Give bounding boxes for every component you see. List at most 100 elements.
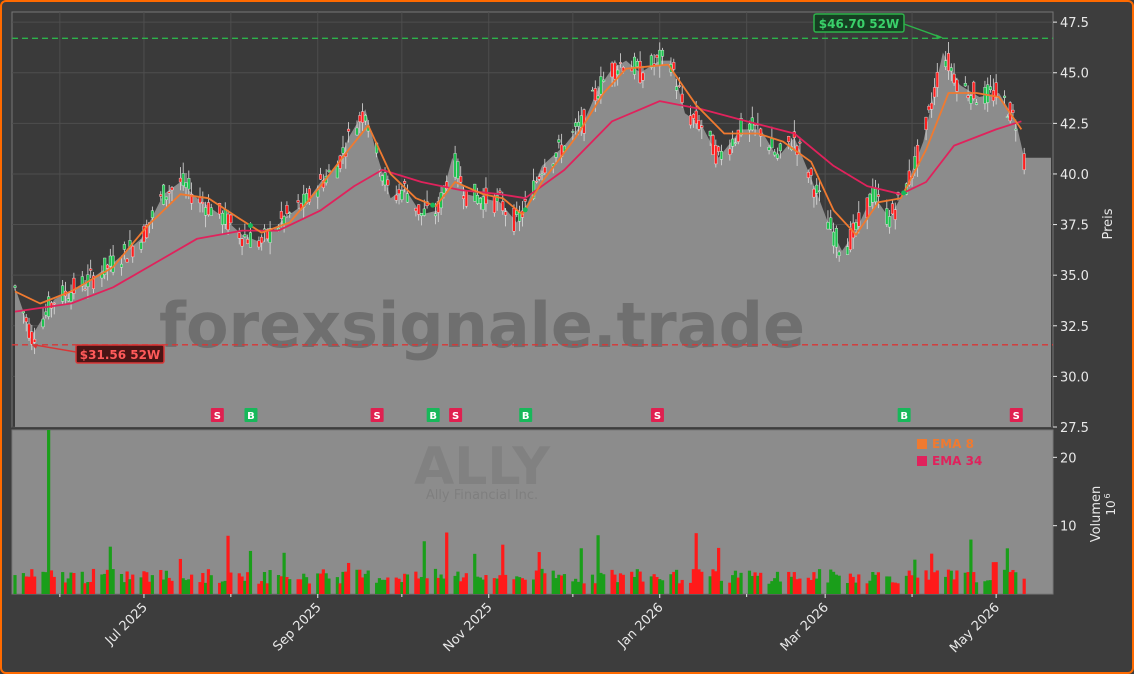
- volume-bar: [571, 581, 575, 594]
- candle-body: [164, 196, 168, 200]
- candle-body: [386, 179, 390, 186]
- volume-bar: [736, 577, 740, 594]
- candle-body: [848, 229, 852, 250]
- candle-body: [476, 195, 480, 204]
- volume-bar: [170, 580, 174, 594]
- candle-body: [260, 236, 264, 244]
- volume-bar: [498, 575, 502, 594]
- volume-bar: [649, 576, 653, 594]
- volume-bar: [697, 569, 701, 594]
- volume-bar: [994, 562, 998, 594]
- volume-bar: [89, 581, 93, 594]
- price-ylabel: Preis: [1101, 208, 1116, 239]
- candle-body: [108, 255, 112, 267]
- volume-bar: [907, 570, 911, 594]
- volume-bar: [257, 583, 261, 594]
- volume-bar: [318, 573, 323, 594]
- candle-body: [41, 318, 45, 328]
- volume-bar: [888, 576, 892, 594]
- candle-body: [649, 55, 653, 68]
- candle-body: [159, 194, 163, 197]
- candle-body: [89, 268, 93, 271]
- volume-bar: [728, 582, 732, 594]
- volume-bar: [512, 579, 516, 594]
- volume-bar: [204, 582, 208, 594]
- volume-bar: [150, 575, 154, 594]
- candle-body: [876, 194, 880, 197]
- watermark-text: forexsignale.trade: [159, 289, 805, 362]
- candle-body: [394, 194, 398, 201]
- volume-bars-group: [13, 430, 1026, 594]
- volume-bar: [61, 572, 65, 594]
- volume-bar: [773, 578, 777, 594]
- candle-body: [327, 169, 331, 173]
- volume-bar: [262, 572, 267, 594]
- candle-body: [694, 110, 698, 124]
- low-52w-label-box: [75, 344, 165, 364]
- candle-body: [986, 84, 990, 103]
- volume-bar: [338, 583, 342, 594]
- volume-bar: [403, 573, 407, 594]
- volume-bar: [778, 581, 782, 594]
- volume-bar: [461, 577, 466, 594]
- volume-bar: [792, 572, 796, 594]
- volume-bar: [41, 571, 45, 594]
- candle-body: [697, 120, 701, 130]
- candle-body: [13, 285, 17, 288]
- volume-bar: [119, 573, 124, 594]
- candle-body: [24, 317, 28, 323]
- candle-body: [414, 207, 418, 212]
- candle-body: [355, 127, 359, 136]
- volume-bar: [834, 574, 838, 594]
- candle-body: [72, 277, 76, 294]
- volume-bar: [1005, 548, 1009, 594]
- volume-bar: [44, 572, 48, 594]
- volume-bar: [733, 570, 738, 594]
- signal-badge-S: [370, 408, 384, 422]
- candle-body: [868, 193, 872, 207]
- volume-bar: [817, 569, 822, 594]
- volume-bar: [910, 575, 914, 594]
- candle-body: [571, 131, 575, 133]
- volume-bar: [660, 580, 665, 594]
- volume-bar: [579, 548, 583, 594]
- volume-bar: [400, 582, 404, 594]
- volume-bar: [534, 570, 539, 594]
- candle-body: [930, 102, 934, 110]
- volume-bar: [885, 576, 889, 594]
- candle-body: [969, 95, 973, 104]
- volume-bar: [554, 578, 558, 594]
- volume-bar: [652, 574, 656, 594]
- x-tick-label: Sep 2025: [270, 600, 324, 654]
- volume-bar: [83, 583, 87, 594]
- volume-bar: [433, 568, 438, 594]
- volume-bar: [145, 572, 149, 594]
- candle-body: [711, 135, 715, 155]
- candle-body: [288, 212, 292, 215]
- price-ytick-label: 37.5: [1060, 219, 1089, 234]
- volume-bar: [125, 571, 129, 594]
- volume-bar: [316, 573, 320, 594]
- price-ytick-label: 47.5: [1060, 16, 1089, 31]
- legend-label: EMA 34: [932, 454, 982, 468]
- crossover-marker: [247, 223, 253, 229]
- volume-bar: [767, 583, 771, 594]
- candle-body: [1011, 109, 1015, 113]
- volume-bar: [924, 570, 928, 594]
- volume-bar: [377, 578, 382, 594]
- candle-body: [857, 212, 861, 227]
- x-tick-label: Nov 2025: [441, 600, 496, 655]
- volume-bar: [711, 569, 715, 594]
- volume-bar: [630, 571, 634, 594]
- volume-bar: [13, 575, 17, 594]
- volume-bar: [108, 546, 112, 594]
- candle-body: [708, 130, 712, 137]
- volume-bar: [775, 571, 780, 594]
- volume-bar: [638, 571, 642, 594]
- volume-bar: [963, 572, 967, 594]
- volume-ytick-label: 10: [1060, 520, 1077, 535]
- candle-body: [139, 242, 143, 250]
- candle-body: [400, 190, 404, 200]
- volume-bar: [436, 577, 440, 594]
